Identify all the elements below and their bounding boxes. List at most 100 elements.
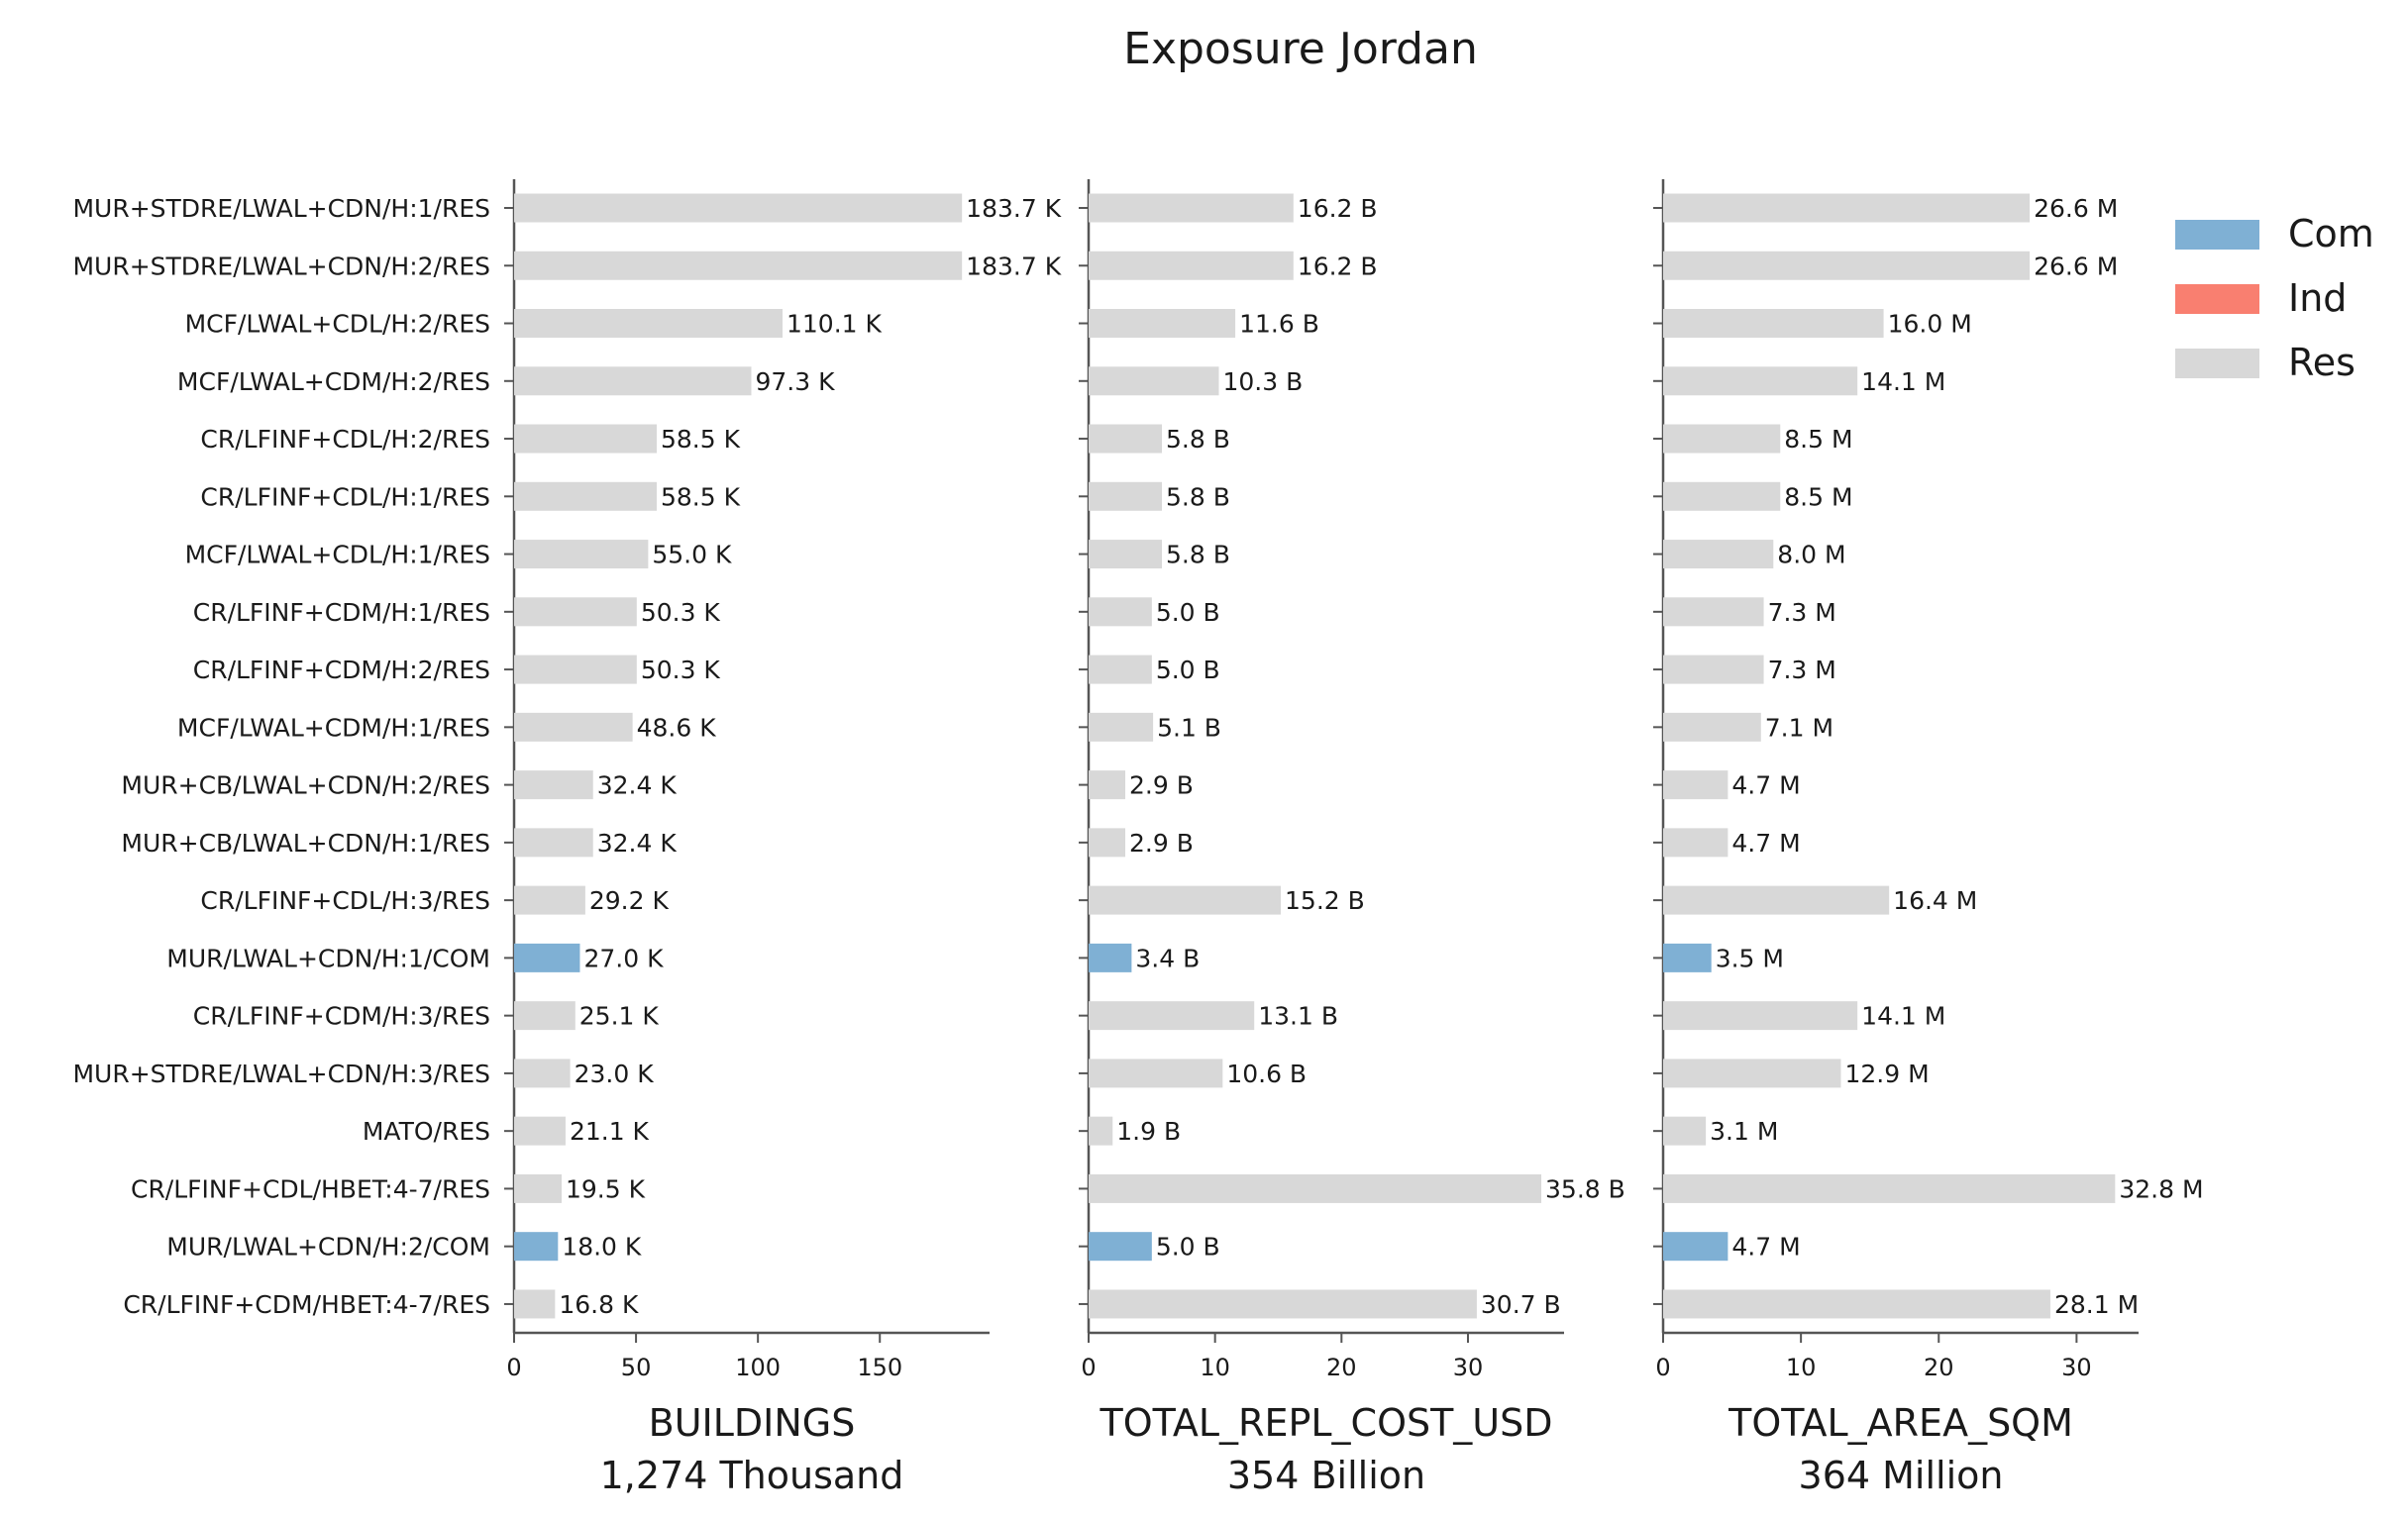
bar-value-label: 10.3 B	[1222, 367, 1303, 396]
bar	[514, 481, 657, 511]
bar	[1663, 1289, 2050, 1319]
bar	[1089, 1232, 1152, 1262]
bar	[1089, 251, 1294, 280]
bar-value-label: 29.2 K	[589, 886, 670, 915]
bar	[514, 193, 963, 223]
bar	[1663, 1232, 1728, 1262]
x-axis-label: TOTAL_AREA_SQM	[1727, 1401, 2073, 1445]
bar-value-label: 48.6 K	[637, 713, 717, 742]
bar	[1089, 309, 1236, 339]
bar-value-label: 28.1 M	[2054, 1290, 2139, 1319]
bar-value-label: 4.7 M	[1731, 1233, 1800, 1262]
x-tick-label: 30	[1453, 1354, 1484, 1381]
bar	[514, 770, 593, 800]
x-tick-label: 50	[621, 1354, 652, 1381]
bar	[514, 655, 637, 684]
category-label: MCF/LWAL+CDM/H:2/RES	[177, 367, 490, 396]
panel-3: 0 10 20 30 TOTAL_AREA_SQM 364 Million 26.6 M 26…	[1653, 179, 2204, 1497]
bar	[1089, 366, 1219, 396]
bar-value-label: 4.7 M	[1731, 771, 1800, 800]
bar-value-label: 16.0 M	[1888, 310, 1972, 339]
x-tick-label: 0	[1081, 1354, 1096, 1381]
bar	[514, 1289, 556, 1319]
category-label: MUR+STDRE/LWAL+CDN/H:1/RES	[72, 194, 490, 223]
bar	[1663, 1001, 1858, 1031]
bar	[1663, 770, 1728, 800]
bar	[1663, 193, 2031, 223]
bar-value-label: 18.0 K	[562, 1233, 642, 1262]
bar	[1089, 1173, 1542, 1203]
bar-value-label: 3.4 B	[1135, 944, 1200, 972]
bar	[1663, 1116, 1707, 1146]
x-tick-label: 20	[1924, 1354, 1954, 1381]
x-tick-label: 150	[857, 1354, 902, 1381]
category-label: MUR+CB/LWAL+CDN/H:1/RES	[121, 829, 490, 858]
x-tick-label: 0	[1655, 1354, 1670, 1381]
chart-title: Exposure Jordan	[1123, 24, 1478, 74]
bar	[1663, 828, 1728, 858]
x-tick-label: 30	[2061, 1354, 2092, 1381]
bar-value-label: 58.5 K	[661, 482, 741, 511]
legend-label: Ind	[2288, 276, 2347, 320]
category-label: CR/LFINF+CDM/HBET:4-7/RES	[123, 1290, 490, 1319]
bar-value-label: 13.1 B	[1258, 1002, 1338, 1031]
bar-value-label: 5.0 B	[1156, 598, 1220, 627]
bar-value-label: 23.0 K	[575, 1060, 655, 1088]
bar-value-label: 7.1 M	[1765, 713, 1833, 742]
bar-value-label: 183.7 K	[966, 194, 1062, 223]
bar-value-label: 16.2 B	[1298, 252, 1378, 280]
category-label: CR/LFINF+CDL/HBET:4-7/RES	[131, 1174, 490, 1203]
bar	[1089, 424, 1163, 454]
category-label: CR/LFINF+CDL/H:1/RES	[200, 482, 490, 511]
bar-value-label: 50.3 K	[641, 598, 721, 627]
x-tick-label: 10	[1786, 1354, 1817, 1381]
bar	[1663, 655, 1764, 684]
panel-2: 0 10 20 30 TOTAL_REPL_COST_USD 354 Billion 16.…	[1079, 179, 1625, 1497]
bar	[1089, 828, 1126, 858]
bar-value-label: 26.6 M	[2034, 194, 2118, 223]
category-label: CR/LFINF+CDL/H:3/RES	[200, 886, 490, 915]
bar-value-label: 183.7 K	[966, 252, 1062, 280]
bar	[1089, 1116, 1113, 1146]
bar-value-label: 8.5 M	[1784, 482, 1852, 511]
bar	[1663, 1059, 1841, 1088]
bar-value-label: 32.4 K	[597, 829, 678, 858]
bar	[1089, 481, 1163, 511]
bar-value-label: 5.0 B	[1156, 1233, 1220, 1262]
bar	[1089, 1289, 1477, 1319]
bar	[1663, 366, 1858, 396]
x-tick-label: 0	[506, 1354, 521, 1381]
bar	[514, 251, 963, 280]
bar	[1663, 309, 1884, 339]
bar	[1089, 712, 1154, 742]
bar	[1663, 540, 1774, 569]
bar-value-label: 26.6 M	[2034, 252, 2118, 280]
bar-value-label: 110.1 K	[786, 310, 883, 339]
bar	[514, 1116, 566, 1146]
x-tick-label: 20	[1326, 1354, 1357, 1381]
category-label: MCF/LWAL+CDL/H:1/RES	[185, 541, 490, 569]
legend-label: Com	[2288, 212, 2374, 255]
category-label: MATO/RES	[363, 1117, 490, 1146]
category-label: CR/LFINF+CDM/H:2/RES	[193, 656, 490, 684]
bar-value-label: 55.0 K	[652, 541, 732, 569]
bar	[1089, 540, 1163, 569]
bar	[1089, 655, 1152, 684]
bar-value-label: 2.9 B	[1129, 771, 1194, 800]
bar	[514, 366, 752, 396]
bar-value-label: 97.3 K	[756, 367, 836, 396]
bar-value-label: 27.0 K	[583, 944, 664, 972]
legend-label: Res	[2288, 341, 2356, 384]
bar-value-label: 11.6 B	[1239, 310, 1319, 339]
bar	[1089, 770, 1126, 800]
x-tick-label: 10	[1200, 1354, 1230, 1381]
bar	[1663, 885, 1890, 915]
bar-value-label: 10.6 B	[1226, 1060, 1307, 1088]
bar-value-label: 35.8 B	[1545, 1174, 1625, 1203]
x-axis-label: BUILDINGS	[649, 1401, 856, 1445]
bar	[1663, 1173, 2116, 1203]
bar-value-label: 7.3 M	[1768, 598, 1836, 627]
